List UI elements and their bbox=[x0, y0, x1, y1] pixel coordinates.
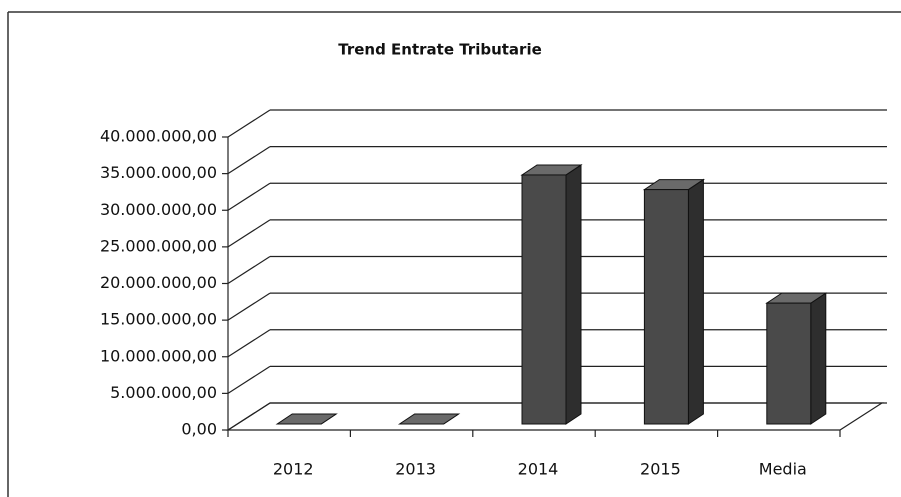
bar-side bbox=[687, 178, 704, 425]
y-tick-label: 0,00 bbox=[181, 420, 217, 439]
x-tick-label: 2012 bbox=[273, 460, 314, 479]
grid-line-diagonal bbox=[227, 329, 271, 358]
y-tick-label: 10.000.000,00 bbox=[100, 346, 217, 365]
x-tick-label: 2013 bbox=[395, 460, 436, 479]
grid-line-diagonal bbox=[227, 219, 271, 248]
x-tick-label: 2015 bbox=[640, 460, 681, 479]
y-tick-label: 30.000.000,00 bbox=[100, 200, 217, 219]
grid-line-diagonal bbox=[227, 255, 271, 285]
y-tick-label: 25.000.000,00 bbox=[100, 236, 217, 255]
bar-top bbox=[275, 413, 338, 425]
grid-line-diagonal bbox=[227, 365, 271, 394]
bar-side bbox=[810, 292, 827, 425]
grid-line-diagonal bbox=[227, 402, 271, 431]
grid-line-diagonal bbox=[227, 292, 271, 321]
bar-top bbox=[397, 413, 461, 425]
grid-line-diagonal bbox=[227, 109, 271, 138]
y-tick-label: 20.000.000,00 bbox=[100, 273, 217, 292]
x-tick-label: 2014 bbox=[518, 460, 559, 479]
x-tick-label: Media bbox=[759, 460, 807, 479]
chart-title: Trend Entrate Tributarie bbox=[338, 41, 542, 59]
y-tick-label: 40.000.000,00 bbox=[100, 127, 217, 146]
bar bbox=[766, 302, 812, 425]
grid-line-diagonal bbox=[227, 146, 271, 175]
y-tick-label: 15.000.000,00 bbox=[100, 310, 217, 329]
bar bbox=[521, 174, 567, 425]
bar-side bbox=[565, 164, 582, 425]
grid-line-diagonal bbox=[227, 182, 271, 211]
bar bbox=[643, 189, 689, 425]
y-tick-label: 5.000.000,00 bbox=[110, 383, 217, 402]
y-tick-label: 35.000.000,00 bbox=[100, 163, 217, 182]
